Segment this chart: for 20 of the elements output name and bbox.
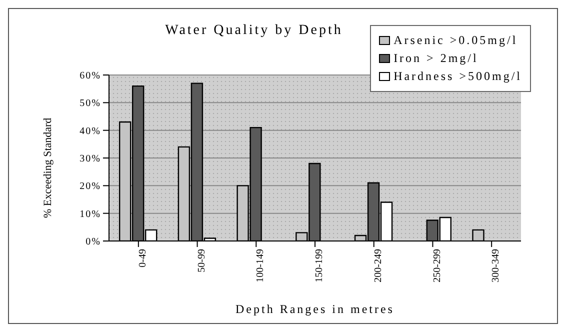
y-tick-label: 60% bbox=[80, 70, 101, 82]
legend-label: Arsenic >0.05mg/l bbox=[392, 33, 519, 48]
x-tick-label: 0-49 bbox=[138, 249, 149, 268]
x-tick-label: 250-299 bbox=[432, 249, 443, 282]
y-tick-label: 0% bbox=[86, 236, 101, 248]
chart-title: Water Quality by Depth bbox=[164, 23, 344, 39]
x-tick-label: 300-349 bbox=[490, 249, 502, 282]
y-tick-label: 50% bbox=[80, 98, 101, 110]
legend-label: Hardness >500mg/l bbox=[392, 69, 522, 84]
x-axis-title: Depth Ranges in metres bbox=[236, 302, 394, 316]
x-tick-label: 100-149 bbox=[255, 249, 266, 282]
y-tick-label: 40% bbox=[80, 126, 101, 137]
legend-label: Iron > 2mg/l bbox=[392, 51, 480, 66]
y-tick-label: 20% bbox=[80, 181, 101, 192]
x-tick-label: 200-249 bbox=[372, 249, 384, 282]
y-tick-label: 10% bbox=[80, 208, 101, 220]
y-axis-title: % Exceeding Standard bbox=[42, 117, 54, 218]
y-tick-label: 30% bbox=[80, 154, 101, 165]
x-tick-label: 50-99 bbox=[196, 249, 208, 272]
x-tick-label: 150-199 bbox=[314, 249, 326, 282]
